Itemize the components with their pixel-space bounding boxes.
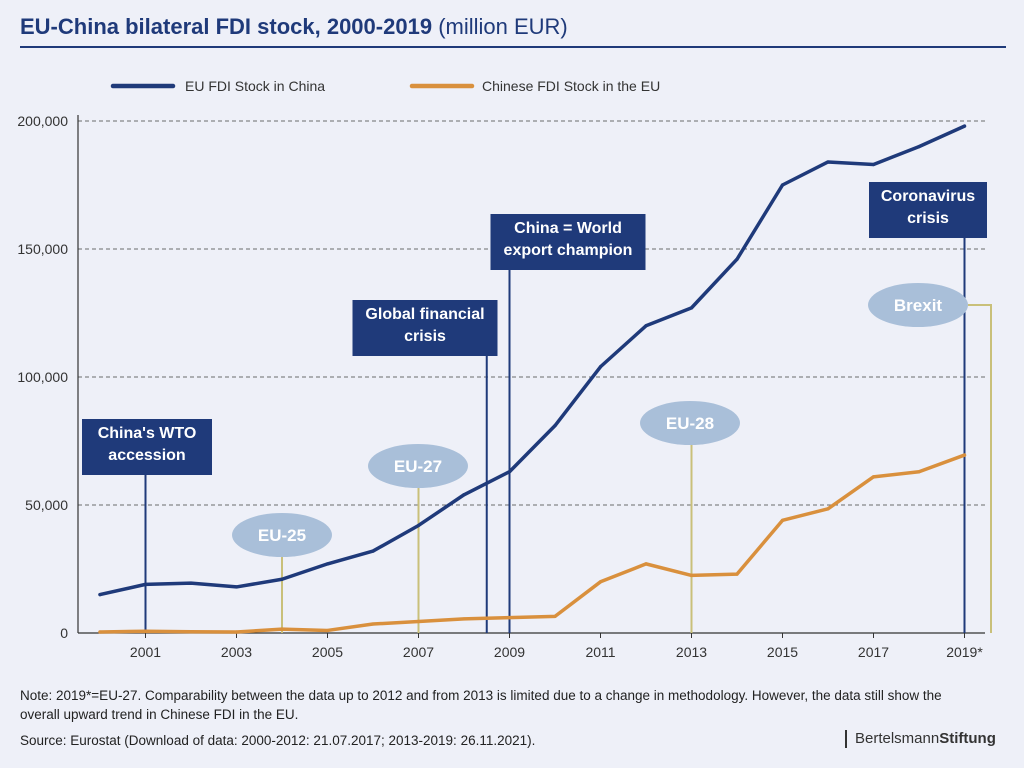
data-point <box>644 324 648 328</box>
chart-title: EU-China bilateral FDI stock, 2000-2019 … <box>20 14 568 40</box>
event-oval: Brexit <box>868 283 968 327</box>
data-point <box>689 306 694 310</box>
data-point <box>553 424 557 428</box>
event-oval-label: EU-25 <box>258 526 306 545</box>
data-point <box>871 475 876 479</box>
event-box-label: export champion <box>504 242 633 259</box>
event-box: China's WTO accession <box>82 419 212 475</box>
y-tick-label: 150,000 <box>17 241 68 257</box>
data-point <box>280 577 284 581</box>
data-point <box>826 160 830 164</box>
event-box-label: Coronavirus <box>881 188 975 205</box>
data-point <box>325 628 330 633</box>
chart-title-unit: (million EUR) <box>438 14 568 39</box>
y-tick-label: 200,000 <box>17 113 68 129</box>
event-box-label: China = World <box>514 220 622 237</box>
brand-logo-bold: Stiftung <box>939 730 996 747</box>
data-point <box>962 124 967 128</box>
data-point <box>189 630 193 634</box>
x-tick-label: 2013 <box>676 644 707 660</box>
x-tick-label: 2003 <box>221 644 252 660</box>
chart-title-main: EU-China bilateral FDI stock, 2000-2019 <box>20 14 433 39</box>
x-tick-label: 2019* <box>946 644 983 660</box>
event-box-bg <box>490 214 646 270</box>
data-point <box>371 549 375 553</box>
legend-label: EU FDI Stock in China <box>185 78 325 94</box>
data-point <box>689 573 694 578</box>
x-tick-label: 2015 <box>767 644 798 660</box>
event-box-label: crisis <box>907 210 949 227</box>
event-box: Coronavirus crisis <box>869 182 987 238</box>
data-point <box>234 630 239 634</box>
data-point <box>507 470 512 474</box>
brand-logo-light: Bertelsmann <box>855 730 940 747</box>
data-point <box>143 582 148 586</box>
event-box: China = World export champion <box>490 214 646 270</box>
data-point <box>98 630 102 634</box>
legend-label: Chinese FDI Stock in the EU <box>482 78 660 94</box>
data-point <box>507 616 512 620</box>
data-point <box>234 585 239 589</box>
brexit-connector-line <box>968 304 992 633</box>
data-point <box>416 523 421 528</box>
event-box-bg <box>352 300 498 356</box>
data-point <box>780 518 785 522</box>
data-point <box>280 627 284 631</box>
data-point <box>143 629 148 633</box>
event-box: Global financial crisis <box>352 300 498 356</box>
data-point <box>462 617 466 621</box>
data-point <box>826 507 830 511</box>
data-point <box>735 257 739 261</box>
title-divider <box>20 46 1006 48</box>
x-tick-label: 2007 <box>403 644 434 660</box>
data-point <box>325 562 330 566</box>
data-point <box>416 619 421 624</box>
x-tick-label: 2011 <box>585 644 615 660</box>
source-text: Source: Eurostat (Download of data: 2000… <box>20 733 536 748</box>
event-box-bg <box>869 182 987 238</box>
x-tick-label: 2005 <box>312 644 343 660</box>
data-point <box>962 453 967 457</box>
data-point <box>98 593 102 597</box>
data-point <box>598 365 603 369</box>
event-oval-bg <box>640 401 740 445</box>
event-oval-bg <box>368 444 468 488</box>
data-point <box>598 580 603 584</box>
data-point <box>644 562 648 566</box>
data-point <box>462 493 466 497</box>
data-point <box>371 622 375 626</box>
data-point <box>553 614 557 618</box>
x-tick-label: 2017 <box>858 644 889 660</box>
event-oval-label: EU-28 <box>666 414 714 433</box>
event-oval: EU-25 <box>232 513 332 557</box>
event-oval: EU-28 <box>640 401 740 445</box>
x-tick-label: 2009 <box>494 644 525 660</box>
data-point <box>780 183 785 187</box>
event-box-bg <box>82 419 212 475</box>
data-point <box>735 572 739 576</box>
event-oval-label: EU-27 <box>394 457 442 476</box>
data-point <box>189 581 193 585</box>
event-oval-bg <box>232 513 332 557</box>
event-box-label: accession <box>108 447 185 464</box>
fdi-line-chart: 0 50,000 100,000 150,000 200,000 2001 2003 2005… <box>17 78 992 660</box>
event-oval: EU-27 <box>368 444 468 488</box>
y-tick-label: 100,000 <box>17 369 68 385</box>
y-tick-label: 50,000 <box>25 497 68 513</box>
brand-logo: BertelsmannStiftung <box>845 730 996 748</box>
event-box-label: crisis <box>404 328 446 345</box>
data-point <box>917 470 921 474</box>
event-box-label: China's WTO <box>98 425 197 442</box>
data-point <box>917 145 921 149</box>
event-oval-bg <box>868 283 968 327</box>
x-tick-label: 2001 <box>130 644 161 660</box>
data-point <box>871 162 876 167</box>
series-line <box>98 453 967 634</box>
event-box-label: Global financial <box>365 306 484 323</box>
y-tick-label: 0 <box>60 625 68 641</box>
event-oval-label: Brexit <box>894 296 943 315</box>
footnote: Note: 2019*=EU-27. Comparability between… <box>20 688 942 722</box>
series-line <box>98 124 967 597</box>
